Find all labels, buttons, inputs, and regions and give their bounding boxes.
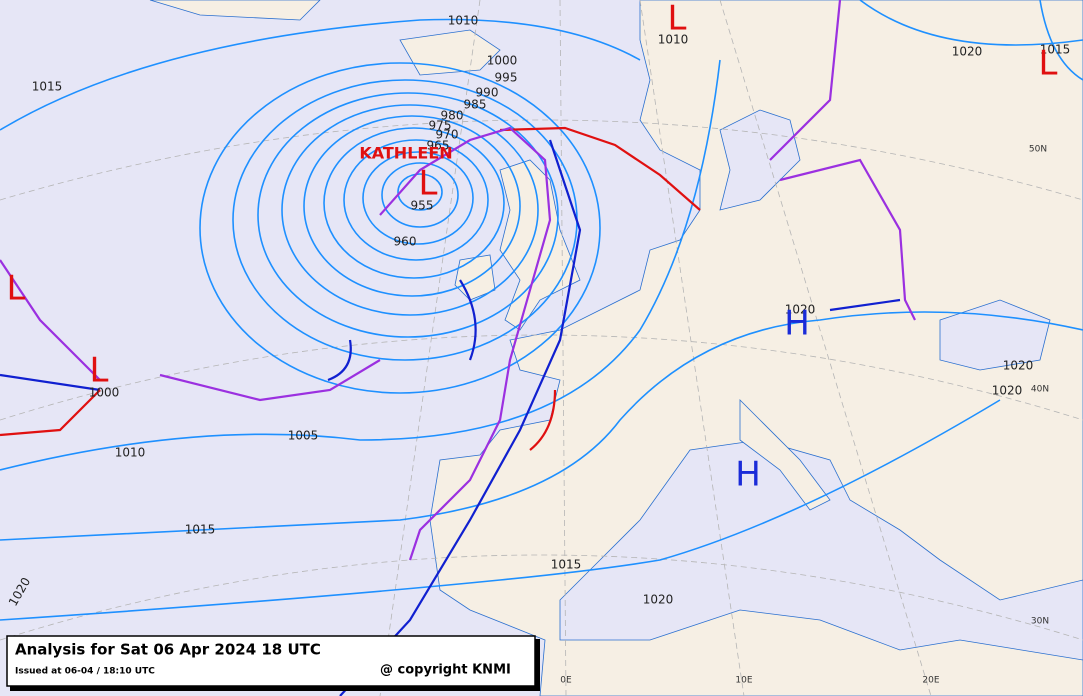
pressure-center: L <box>1039 44 1058 84</box>
caption-copyright: @ copyright KNMI <box>380 663 511 678</box>
caption-issued: Issued at 06-04 / 18:10 UTC <box>15 667 155 677</box>
isobar-label: 1015 <box>1040 43 1071 57</box>
storm-name: KATHLEEN <box>359 144 452 163</box>
isobar-label: 975 <box>429 119 452 133</box>
isobar-label: 995 <box>495 71 518 85</box>
isobar-label: 1020 <box>1003 359 1034 373</box>
isobar-label: 1020 <box>643 593 674 607</box>
graticule-label: 50N <box>1029 145 1047 155</box>
isobar-label: 1015 <box>185 523 216 537</box>
italy <box>739 399 831 511</box>
isobar-label: 985 <box>464 98 487 112</box>
inland-seas <box>559 109 1083 661</box>
isobar-label: 1020 <box>952 45 983 59</box>
graticule-label: 10E <box>735 676 752 686</box>
isobar-label: 1010 <box>115 446 146 460</box>
pressure-center: H <box>735 455 761 495</box>
isobar-label: 1005 <box>288 429 319 443</box>
isobar-label: 965 <box>427 139 450 153</box>
caption-box <box>6 635 536 687</box>
isobar-label: 960 <box>394 235 417 249</box>
pressure-center: L <box>668 0 687 39</box>
isobar-label: 980 <box>441 109 464 123</box>
caption-title: Analysis for Sat 06 Apr 2024 18 UTC <box>15 641 321 659</box>
pressure-center: L <box>7 269 26 309</box>
isobar-label: 1000 <box>89 386 120 400</box>
isobar-label: 1020 <box>992 384 1023 398</box>
land <box>149 0 1083 696</box>
graticule-label: 0E <box>560 676 572 686</box>
pressure-center: H <box>784 304 810 344</box>
graticule-label: 20E <box>922 676 939 686</box>
isobar-label: 990 <box>476 86 499 100</box>
isobar-label: 1015 <box>551 558 582 572</box>
isobar-label: 1000 <box>487 54 518 68</box>
isobar-label: 1010 <box>448 14 479 28</box>
isobar-label: 970 <box>436 128 459 142</box>
isobar-label: 955 <box>411 199 434 213</box>
isobar-label: 1020 <box>785 303 816 317</box>
graticule-label: 40N <box>1031 385 1049 395</box>
pressure-center: L <box>90 351 109 391</box>
graticule-label: 30N <box>1031 617 1049 627</box>
isobar-label: 1010 <box>658 33 689 47</box>
pressure-center: L <box>419 164 438 204</box>
isobar-label: 1015 <box>32 80 63 94</box>
isobars <box>0 0 1083 621</box>
fronts <box>0 0 916 696</box>
